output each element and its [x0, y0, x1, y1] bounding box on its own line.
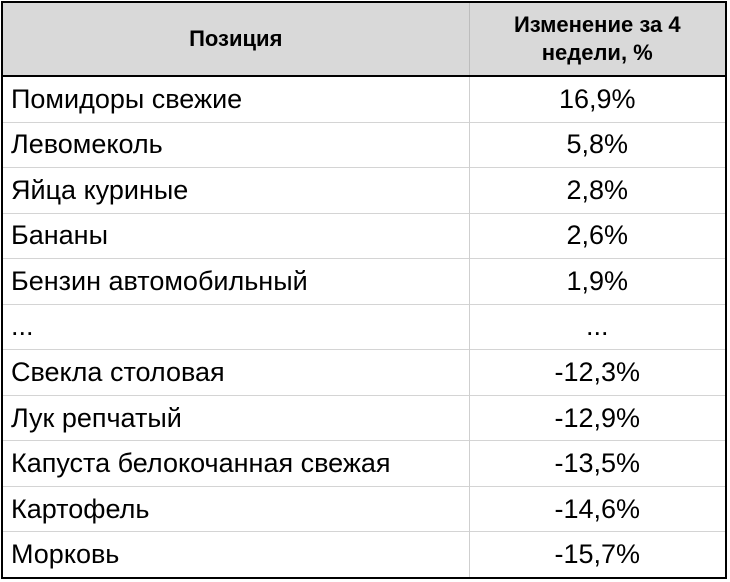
table: Позиция Изменение за 4 недели, % Помидор… [3, 3, 725, 577]
row-item: Морковь [3, 531, 470, 577]
row-change: -15,7% [469, 531, 725, 577]
row-change: -14,6% [469, 485, 725, 532]
row-change: 2,8% [469, 167, 725, 214]
row-item: Бананы [3, 212, 470, 259]
row-item: ... [3, 303, 470, 350]
header-row: Позиция Изменение за 4 недели, % [3, 3, 725, 77]
header-position: Позиция [3, 3, 470, 77]
row-item: Помидоры свежие [3, 76, 470, 123]
row-change: 5,8% [469, 121, 725, 168]
table-row: Бензин автомобильный 1,9% [3, 258, 725, 305]
table-row: Капуста белокочанная свежая -13,5% [3, 440, 725, 487]
row-change: 16,9% [558, 83, 636, 114]
row-item: Капуста белокочанная свежая [3, 440, 470, 487]
table-row: Морковь -15,7% [3, 531, 725, 577]
row-change: 1,9% [469, 258, 725, 305]
table-row: Лук репчатый -12,9% [3, 394, 725, 441]
row-item: Яйца куриные [3, 167, 470, 214]
table-row: ... ... [3, 303, 725, 350]
row-change: ... [469, 303, 725, 350]
row-change: 2,6% [469, 212, 725, 259]
row-change: -13,5% [469, 440, 725, 487]
header-change: Изменение за 4 недели, % [469, 3, 725, 77]
table-row: Свекла столовая -12,3% [3, 349, 725, 396]
table-row: Левомеколь 5,8% [3, 121, 725, 168]
table-row: Яйца куриные 2,8% [3, 167, 725, 214]
row-item: Лук репчатый [3, 394, 470, 441]
table-row: Помидоры свежие 16,9% [3, 76, 725, 123]
row-change: -12,9% [469, 394, 725, 441]
row-item: Левомеколь [3, 121, 470, 168]
table-body: Помидоры свежие 16,9% Левомеколь 5,8% Яй… [3, 76, 725, 577]
table-row: Бананы 2,6% [3, 212, 725, 259]
row-item: Свекла столовая [3, 349, 470, 396]
row-item: Бензин автомобильный [3, 258, 470, 305]
table-header: Позиция Изменение за 4 недели, % [3, 3, 725, 77]
row-change: -12,3% [469, 349, 725, 396]
table-row: Картофель -14,6% [3, 485, 725, 532]
row-item: Картофель [3, 485, 470, 532]
